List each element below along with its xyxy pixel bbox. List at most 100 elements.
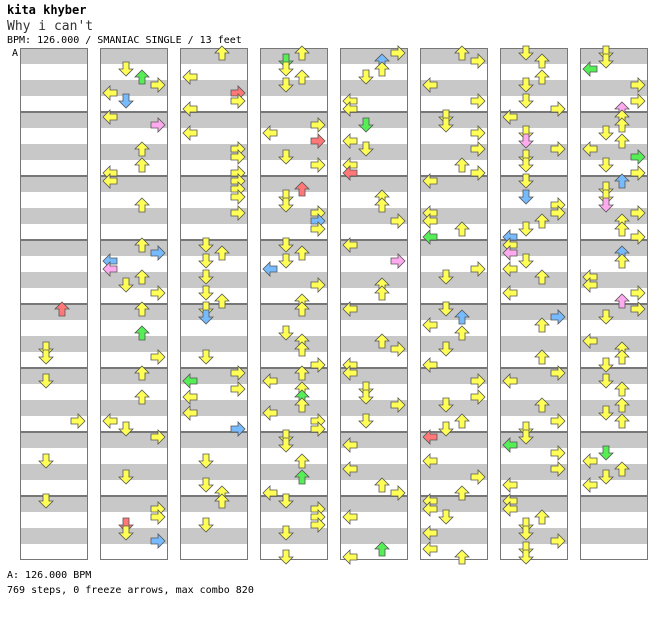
measure-box <box>100 304 168 368</box>
step-arrow-down <box>38 373 54 389</box>
step-arrow-up <box>534 397 550 413</box>
step-arrow-right <box>390 341 406 357</box>
measure-box <box>20 176 88 240</box>
measure-box <box>100 368 168 432</box>
step-arrow-down <box>358 69 374 85</box>
beat-band <box>260 176 328 192</box>
step-arrow-down <box>198 349 214 365</box>
step-stats: 769 steps, 0 freeze arrows, max combo 82… <box>7 585 254 596</box>
step-arrow-down <box>118 277 134 293</box>
step-arrow-up <box>614 461 630 477</box>
measure-box <box>260 304 328 368</box>
measure-box <box>340 496 408 560</box>
step-arrow-down <box>198 517 214 533</box>
step-arrow-left <box>422 173 438 189</box>
beat-band <box>20 368 88 384</box>
step-arrow-down <box>278 61 294 77</box>
step-arrow-right <box>630 285 646 301</box>
measure-box <box>580 112 648 176</box>
step-arrow-down <box>518 149 534 165</box>
step-arrow-up <box>134 197 150 213</box>
step-arrow-down <box>438 117 454 133</box>
step-arrow-up <box>374 333 390 349</box>
step-arrow-right <box>470 469 486 485</box>
step-arrow-down <box>518 541 534 557</box>
step-arrow-up <box>214 245 230 261</box>
step-arrow-up <box>534 317 550 333</box>
step-arrow-right <box>230 189 246 205</box>
measure-box <box>420 304 488 368</box>
measure-box <box>500 304 568 368</box>
measure-box <box>580 176 648 240</box>
step-arrow-down <box>278 53 294 69</box>
step-arrow-up <box>454 157 470 173</box>
step-arrow-down <box>38 493 54 509</box>
beat-band <box>580 496 648 512</box>
measure-box <box>420 240 488 304</box>
step-arrow-right <box>470 125 486 141</box>
step-arrow-up <box>294 365 310 381</box>
step-arrow-right <box>630 205 646 221</box>
step-arrow-right <box>390 397 406 413</box>
step-arrow-down <box>438 301 454 317</box>
step-arrow-left <box>342 365 358 381</box>
step-arrow-up <box>214 45 230 61</box>
step-arrow-right <box>470 373 486 389</box>
beat-band <box>580 368 648 384</box>
step-arrow-up <box>134 301 150 317</box>
measure-box <box>340 240 408 304</box>
measure-box <box>500 48 568 112</box>
step-arrow-right <box>150 509 166 525</box>
step-arrow-left <box>502 373 518 389</box>
step-arrow-down <box>438 509 454 525</box>
step-arrow-down <box>278 77 294 93</box>
step-arrow-down <box>518 189 534 205</box>
step-arrow-up <box>134 325 150 341</box>
step-arrow-down <box>438 397 454 413</box>
step-arrow-left <box>422 541 438 557</box>
beat-band <box>420 304 488 320</box>
step-arrow-up <box>614 253 630 269</box>
step-arrow-left <box>262 125 278 141</box>
beat-band <box>180 432 248 448</box>
measure-box <box>340 112 408 176</box>
beat-band <box>180 240 248 256</box>
step-arrow-up <box>294 453 310 469</box>
step-arrow-up <box>134 389 150 405</box>
step-arrow-up <box>534 69 550 85</box>
step-arrow-down <box>438 421 454 437</box>
beat-band <box>580 176 648 192</box>
step-arrow-up <box>294 45 310 61</box>
beat-band <box>20 336 88 352</box>
step-arrow-left <box>342 549 358 565</box>
beat-band <box>20 496 88 512</box>
step-arrow-down <box>358 389 374 405</box>
step-arrow-right <box>550 461 566 477</box>
step-arrow-down <box>598 445 614 461</box>
step-arrow-left <box>102 109 118 125</box>
step-arrow-down <box>278 429 294 445</box>
step-arrow-right <box>150 285 166 301</box>
measure-box <box>260 496 328 560</box>
measure-box <box>260 368 328 432</box>
beat-band <box>180 304 248 320</box>
step-arrow-left <box>502 285 518 301</box>
step-arrow-down <box>518 549 534 565</box>
measure-box <box>100 112 168 176</box>
beat-band <box>100 48 168 64</box>
step-arrow-down <box>118 469 134 485</box>
step-arrow-down <box>598 53 614 69</box>
measure-box <box>340 304 408 368</box>
step-arrow-right <box>630 165 646 181</box>
step-arrow-right <box>470 389 486 405</box>
measure-box <box>180 496 248 560</box>
step-arrow-down <box>38 349 54 365</box>
measure-box <box>260 240 328 304</box>
beat-band <box>420 112 488 128</box>
step-arrow-left <box>502 501 518 517</box>
step-arrow-down <box>118 61 134 77</box>
step-arrow-left <box>182 405 198 421</box>
measure-box <box>580 432 648 496</box>
step-arrow-down <box>598 197 614 213</box>
